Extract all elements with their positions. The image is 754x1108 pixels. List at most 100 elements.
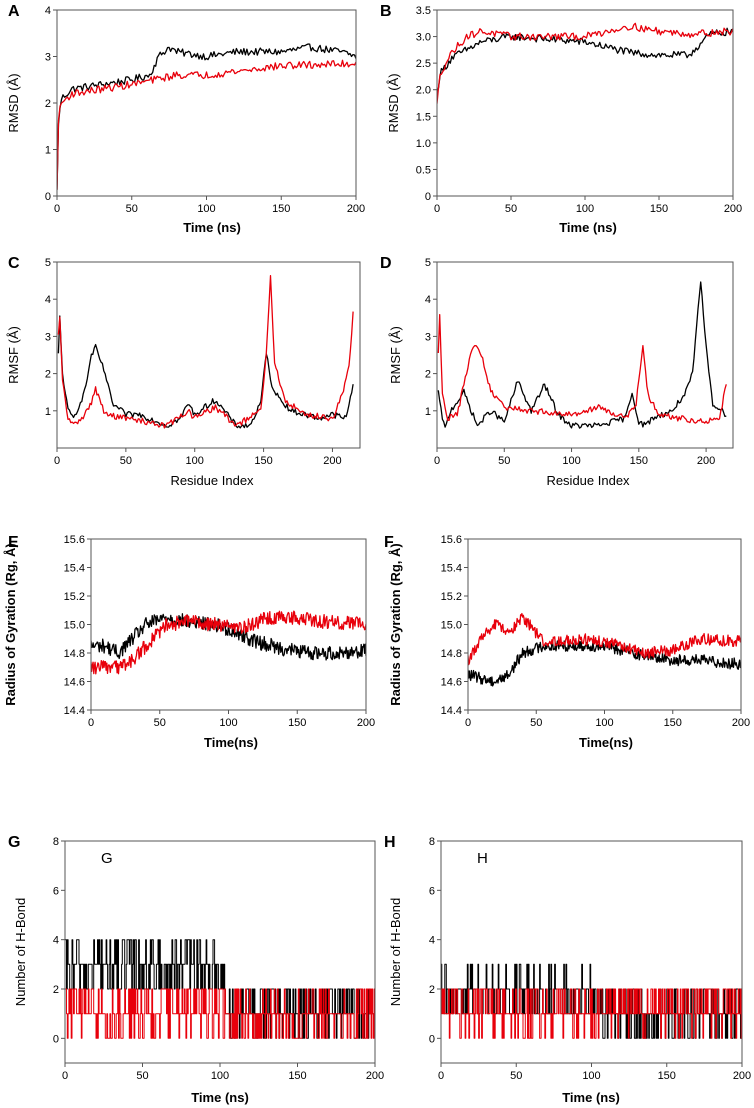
- y-tick-label: 14.6: [64, 677, 85, 689]
- x-axis-label: Time(ns): [204, 735, 258, 750]
- x-tick-label: 100: [219, 717, 237, 729]
- plot-frame: [56, 9, 357, 197]
- y-tick-label: 3.5: [416, 5, 431, 17]
- x-tick-label: 200: [347, 203, 365, 215]
- x-tick-label: 150: [650, 203, 668, 215]
- x-axis-label: Residue Index: [546, 473, 630, 488]
- x-tick-label: 0: [54, 203, 60, 215]
- x-tick-label: 200: [733, 1070, 751, 1082]
- panel-letter: E: [8, 534, 19, 551]
- y-tick-label: 3: [425, 331, 431, 343]
- y-tick-label: 0: [425, 191, 431, 203]
- y-tick-label: 2.5: [416, 58, 431, 70]
- x-tick-label: 100: [211, 1070, 229, 1082]
- x-tick-label: 150: [630, 455, 648, 467]
- series-line-black: [468, 640, 741, 687]
- y-tick-label: 1: [425, 406, 431, 418]
- y-tick-label: 15.0: [441, 620, 462, 632]
- x-tick-label: 0: [465, 717, 471, 729]
- x-tick-label: 200: [366, 1070, 384, 1082]
- plot-frame: [467, 538, 742, 711]
- x-tick-label: 150: [272, 203, 290, 215]
- x-axis-label: Time(ns): [579, 735, 633, 750]
- y-axis-label: RMSF (Å): [6, 326, 21, 384]
- x-tick-label: 100: [582, 1070, 600, 1082]
- panel-h: 0 50 100 150 200 0 2 4 6 8 Time (ns) Number of H-Bo…: [384, 834, 751, 1105]
- y-tick-label: 2: [45, 369, 51, 381]
- x-tick-label: 50: [154, 717, 166, 729]
- x-tick-label: 150: [288, 1070, 306, 1082]
- series-line-black: [437, 281, 727, 429]
- panel-letter: D: [380, 255, 392, 272]
- y-tick-label: 6: [429, 885, 435, 897]
- series-line-black: [57, 43, 356, 190]
- y-tick-label: 0: [429, 1033, 435, 1045]
- x-tick-label: 100: [562, 455, 580, 467]
- y-tick-label: 2: [425, 369, 431, 381]
- series-line-red: [441, 988, 742, 1039]
- y-tick-label: 2: [53, 984, 59, 996]
- y-tick-label: 15.0: [64, 620, 85, 632]
- panel-e: 0 50 100 150 200 14.4 14.6 14.8 15.0 15.2 15.4 15.6…: [3, 534, 375, 750]
- y-tick-label: 14.6: [441, 677, 462, 689]
- y-tick-label: 14.4: [441, 705, 462, 717]
- y-tick-label: 2: [45, 98, 51, 110]
- x-tick-label: 50: [510, 1070, 522, 1082]
- y-axis-label: Number of H-Bond: [388, 898, 403, 1006]
- inset-label: H: [477, 850, 488, 867]
- x-axis-label: Time (ns): [183, 220, 241, 235]
- series-line-red: [437, 22, 733, 104]
- x-tick-label: 50: [136, 1070, 148, 1082]
- panel-letter: H: [384, 834, 396, 851]
- x-tick-label: 200: [323, 455, 341, 467]
- x-tick-label: 100: [197, 203, 215, 215]
- y-tick-label: 1.5: [416, 111, 431, 123]
- series-line-red: [91, 610, 366, 675]
- y-tick-label: 15.2: [64, 591, 85, 603]
- y-tick-label: 5: [425, 257, 431, 269]
- x-tick-label: 200: [732, 717, 750, 729]
- y-tick-label: 15.6: [441, 534, 462, 546]
- y-tick-label: 6: [53, 885, 59, 897]
- x-tick-label: 100: [576, 203, 594, 215]
- y-axis-label: RMSF (Å): [388, 326, 403, 384]
- y-tick-label: 15.2: [441, 591, 462, 603]
- x-axis-label: Time (ns): [562, 1090, 620, 1105]
- panel-f: 0 50 100 150 200 14.4 14.6 14.8 15.0 15.2 15.4 15.6…: [384, 534, 750, 750]
- series-line-red: [437, 313, 727, 424]
- y-tick-label: 0: [53, 1033, 59, 1045]
- panel-letter: F: [384, 534, 394, 551]
- x-tick-label: 0: [62, 1070, 68, 1082]
- y-tick-label: 4: [429, 935, 435, 947]
- y-tick-label: 2.0: [416, 85, 431, 97]
- y-tick-label: 1: [45, 406, 51, 418]
- y-tick-label: 15.4: [441, 563, 462, 575]
- x-axis-label: Time (ns): [559, 220, 617, 235]
- x-tick-label: 0: [438, 1070, 444, 1082]
- panel-a: 0 50 100 150 200 0 1 2 3 4 Time (ns) RMSD (Å) A: [6, 3, 365, 235]
- plot-frame: [56, 261, 361, 449]
- x-tick-label: 200: [357, 717, 375, 729]
- inset-label: G: [101, 850, 113, 867]
- x-axis-label: Residue Index: [170, 473, 254, 488]
- y-tick-label: 0.5: [416, 164, 431, 176]
- panel-c: 0 50 100 150 200 1 2 3 4 5 Residue Index RMSF (Å) C: [6, 255, 361, 488]
- y-tick-label: 3: [45, 52, 51, 64]
- x-tick-label: 0: [434, 203, 440, 215]
- x-tick-label: 50: [498, 455, 510, 467]
- plot-frame: [436, 261, 734, 449]
- y-axis-label: RMSD (Å): [6, 73, 21, 132]
- series-line-red: [57, 274, 354, 429]
- series-line-black: [437, 27, 733, 94]
- y-tick-label: 2: [429, 984, 435, 996]
- y-tick-label: 4: [45, 5, 51, 17]
- x-axis-label: Time (ns): [191, 1090, 249, 1105]
- y-tick-label: 4: [425, 294, 431, 306]
- panel-letter: B: [380, 3, 392, 20]
- x-tick-label: 50: [120, 455, 132, 467]
- panel-d: 0 50 100 150 200 1 2 3 4 5 Residue Index RMSF (Å) D: [380, 255, 734, 488]
- y-tick-label: 5: [45, 257, 51, 269]
- y-tick-label: 1: [45, 145, 51, 157]
- x-tick-label: 150: [288, 717, 306, 729]
